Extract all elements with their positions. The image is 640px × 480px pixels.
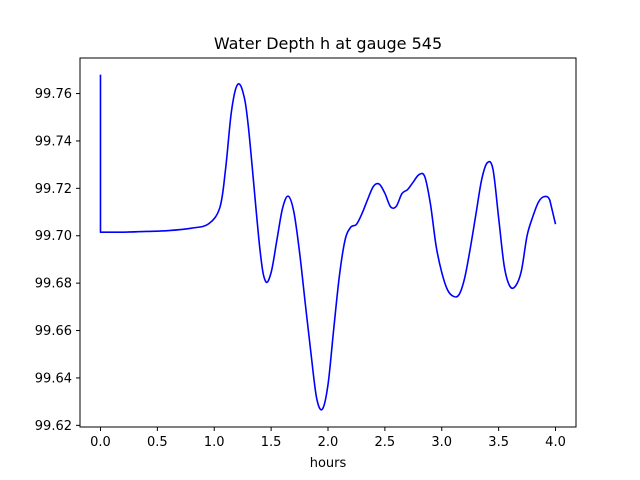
y-tick-label: 99.62 <box>35 419 72 434</box>
series-layer <box>99 74 557 411</box>
y-tick-label: 99.68 <box>35 277 72 292</box>
y-tick-label: 99.76 <box>35 87 72 102</box>
x-tick-label: 0.0 <box>90 435 111 450</box>
chart-title: Water Depth h at gauge 545 <box>214 34 442 53</box>
x-tick-label: 1.5 <box>261 435 282 450</box>
water-depth-series-line <box>99 74 557 411</box>
x-axis: 0.0 0.5 1.0 1.5 2.0 2.5 3.0 3.5 4.0 <box>90 427 566 450</box>
y-tick-label: 99.72 <box>35 182 72 197</box>
x-axis-title: hours <box>310 456 347 471</box>
y-tick-label: 99.70 <box>35 229 72 244</box>
x-tick-label: 2.0 <box>318 435 339 450</box>
y-tick-label: 99.66 <box>35 324 72 339</box>
x-tick-label: 1.0 <box>204 435 225 450</box>
x-tick-label: 0.5 <box>147 435 168 450</box>
x-tick-label: 2.5 <box>375 435 396 450</box>
x-tick-label: 3.5 <box>488 435 509 450</box>
y-tick-label: 99.74 <box>35 134 72 149</box>
x-tick-label: 4.0 <box>545 435 566 450</box>
x-tick-label: 3.0 <box>431 435 452 450</box>
y-tick-label: 99.64 <box>35 371 72 386</box>
y-axis: 99.62 99.64 99.66 99.68 99.70 99.72 99.74 99.76 <box>35 87 80 434</box>
